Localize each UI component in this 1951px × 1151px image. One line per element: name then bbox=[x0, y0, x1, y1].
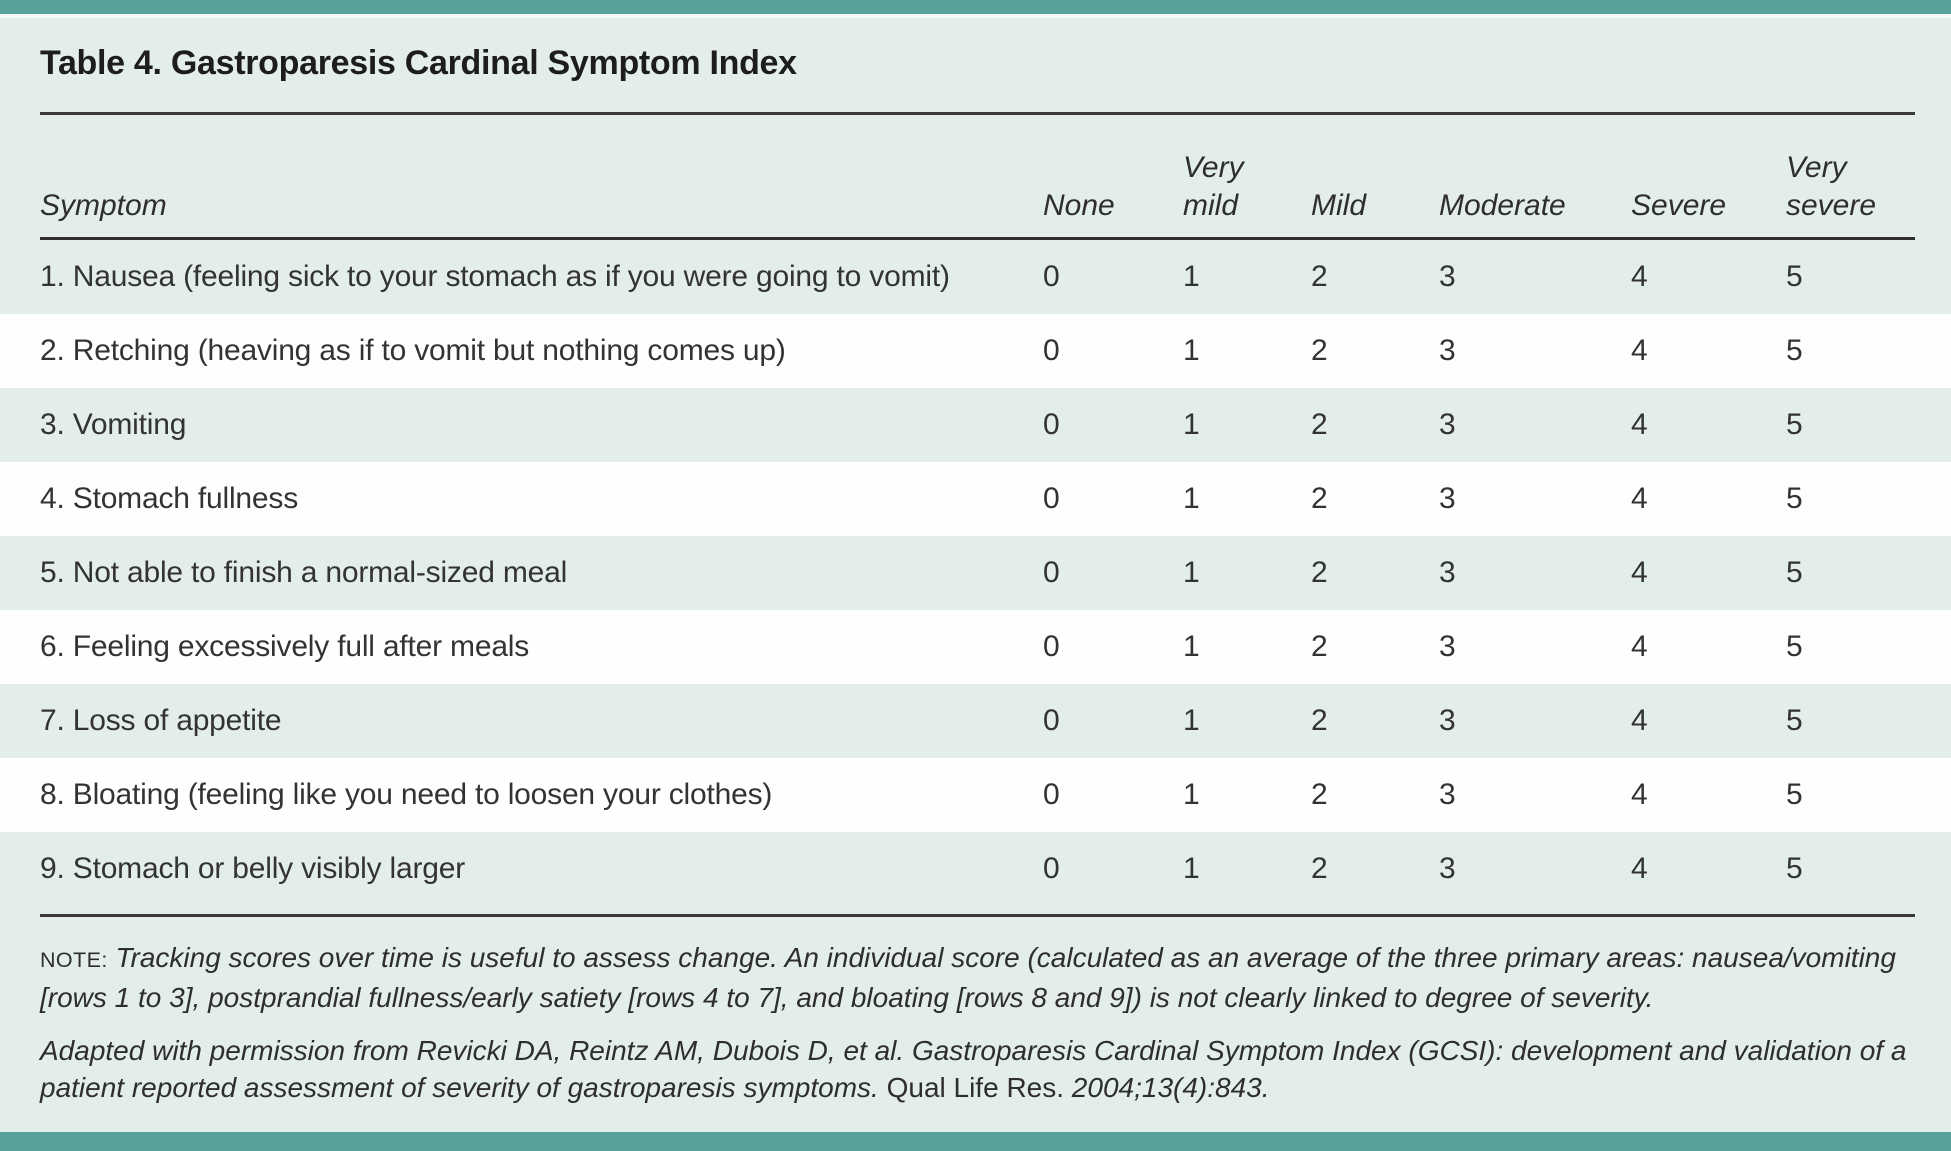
score-cell: 3 bbox=[1439, 334, 1456, 367]
score-cell: 0 bbox=[1043, 408, 1060, 441]
score-cell: 1 bbox=[1183, 556, 1200, 589]
score-cell: 5 bbox=[1786, 778, 1803, 811]
score-cell: 4 bbox=[1631, 408, 1648, 441]
score-cell: 3 bbox=[1439, 778, 1456, 811]
score-cell: 5 bbox=[1786, 556, 1803, 589]
column-header-mild: Mild bbox=[1311, 189, 1367, 222]
score-cell: 4 bbox=[1631, 630, 1648, 663]
header-divider bbox=[40, 237, 1915, 240]
note-label: NOTE: bbox=[40, 948, 108, 972]
score-cell: 3 bbox=[1439, 852, 1456, 885]
score-cell: 0 bbox=[1043, 334, 1060, 367]
score-cell: 5 bbox=[1786, 630, 1803, 663]
score-cell: 2 bbox=[1311, 334, 1328, 367]
table-title: Table 4. Gastroparesis Cardinal Symptom … bbox=[40, 44, 797, 82]
score-cell: 3 bbox=[1439, 630, 1456, 663]
symptom-label: 7. Loss of appetite bbox=[40, 704, 282, 737]
score-cell: 1 bbox=[1183, 852, 1200, 885]
score-cell: 2 bbox=[1311, 704, 1328, 737]
score-cell: 2 bbox=[1311, 408, 1328, 441]
score-cell: 5 bbox=[1786, 852, 1803, 885]
score-cell: 1 bbox=[1183, 630, 1200, 663]
score-cell: 2 bbox=[1311, 630, 1328, 663]
score-cell: 3 bbox=[1439, 482, 1456, 515]
table-row: 6. Feeling excessively full after meals … bbox=[0, 610, 1951, 684]
score-cell: 2 bbox=[1311, 482, 1328, 515]
score-cell: 0 bbox=[1043, 778, 1060, 811]
score-cell: 0 bbox=[1043, 482, 1060, 515]
symptom-label: 8. Bloating (feeling like you need to lo… bbox=[40, 778, 773, 811]
score-cell: 5 bbox=[1786, 408, 1803, 441]
symptom-label: 4. Stomach fullness bbox=[40, 482, 298, 515]
symptom-label: 9. Stomach or belly visibly larger bbox=[40, 852, 466, 885]
top-accent-bar bbox=[0, 0, 1951, 18]
score-cell: 4 bbox=[1631, 556, 1648, 589]
score-cell: 3 bbox=[1439, 556, 1456, 589]
score-cell: 4 bbox=[1631, 852, 1648, 885]
citation-journal: Qual Life Res. bbox=[886, 1072, 1065, 1103]
score-cell: 5 bbox=[1786, 334, 1803, 367]
score-cell: 0 bbox=[1043, 260, 1060, 293]
score-cell: 2 bbox=[1311, 556, 1328, 589]
table-row: 7. Loss of appetite 0 1 2 3 4 5 bbox=[0, 684, 1951, 758]
score-cell: 5 bbox=[1786, 482, 1803, 515]
title-divider bbox=[40, 112, 1915, 115]
score-cell: 0 bbox=[1043, 704, 1060, 737]
symptom-label: 6. Feeling excessively full after meals bbox=[40, 630, 530, 663]
score-cell: 0 bbox=[1043, 852, 1060, 885]
symptom-label: 2. Retching (heaving as if to vomit but … bbox=[40, 334, 786, 367]
score-cell: 3 bbox=[1439, 704, 1456, 737]
note-text: Tracking scores over time is useful to a… bbox=[40, 942, 1896, 1013]
score-cell: 1 bbox=[1183, 408, 1200, 441]
column-header-severe: Severe bbox=[1631, 189, 1727, 222]
score-cell: 2 bbox=[1311, 852, 1328, 885]
score-cell: 4 bbox=[1631, 260, 1648, 293]
bottom-accent-bar bbox=[0, 1132, 1951, 1151]
score-cell: 5 bbox=[1786, 260, 1803, 293]
symptom-table-body: 1. Nausea (feeling sick to your stomach … bbox=[0, 240, 1951, 906]
citation-paragraph: Adapted with permission from Revicki DA,… bbox=[40, 1032, 1915, 1106]
table-row: 2. Retching (heaving as if to vomit but … bbox=[0, 314, 1951, 388]
score-cell: 3 bbox=[1439, 260, 1456, 293]
symptom-label: 5. Not able to finish a normal-sized mea… bbox=[40, 556, 568, 589]
score-cell: 2 bbox=[1311, 260, 1328, 293]
score-cell: 1 bbox=[1183, 482, 1200, 515]
note-paragraph: NOTE: Tracking scores over time is usefu… bbox=[40, 939, 1915, 1016]
score-cell: 3 bbox=[1439, 408, 1456, 441]
column-header-very-mild: Very mild bbox=[1183, 151, 1244, 222]
score-cell: 1 bbox=[1183, 778, 1200, 811]
score-cell: 0 bbox=[1043, 630, 1060, 663]
table-row: 4. Stomach fullness 0 1 2 3 4 5 bbox=[0, 462, 1951, 536]
column-header-symptom: Symptom bbox=[40, 189, 167, 222]
score-cell: 2 bbox=[1311, 778, 1328, 811]
citation-text: Adapted with permission from Revicki DA,… bbox=[40, 1035, 1907, 1103]
score-cell: 4 bbox=[1631, 482, 1648, 515]
score-cell: 4 bbox=[1631, 778, 1648, 811]
score-cell: 1 bbox=[1183, 334, 1200, 367]
footnotes: NOTE: Tracking scores over time is usefu… bbox=[40, 939, 1915, 1106]
score-cell: 1 bbox=[1183, 260, 1200, 293]
score-cell: 5 bbox=[1786, 704, 1803, 737]
score-cell: 0 bbox=[1043, 556, 1060, 589]
score-cell: 1 bbox=[1183, 704, 1200, 737]
table-row: 9. Stomach or belly visibly larger 0 1 2… bbox=[0, 832, 1951, 906]
table-header-row: Symptom None Very mild Mild Moderate Seve… bbox=[0, 115, 1951, 237]
citation-reference: 2004;13(4):843. bbox=[1071, 1072, 1270, 1103]
table-row: 3. Vomiting 0 1 2 3 4 5 bbox=[0, 388, 1951, 462]
score-cell: 4 bbox=[1631, 334, 1648, 367]
column-header-very-severe: Very severe bbox=[1786, 151, 1877, 222]
table-row: 8. Bloating (feeling like you need to lo… bbox=[0, 758, 1951, 832]
footnote-divider bbox=[40, 914, 1915, 917]
symptom-label: 1. Nausea (feeling sick to your stomach … bbox=[40, 260, 950, 293]
column-header-none: None bbox=[1043, 189, 1115, 222]
symptom-label: 3. Vomiting bbox=[40, 408, 187, 441]
score-cell: 4 bbox=[1631, 704, 1648, 737]
table-row: 5. Not able to finish a normal-sized mea… bbox=[0, 536, 1951, 610]
column-header-moderate: Moderate bbox=[1439, 189, 1566, 222]
table-row: 1. Nausea (feeling sick to your stomach … bbox=[0, 240, 1951, 314]
